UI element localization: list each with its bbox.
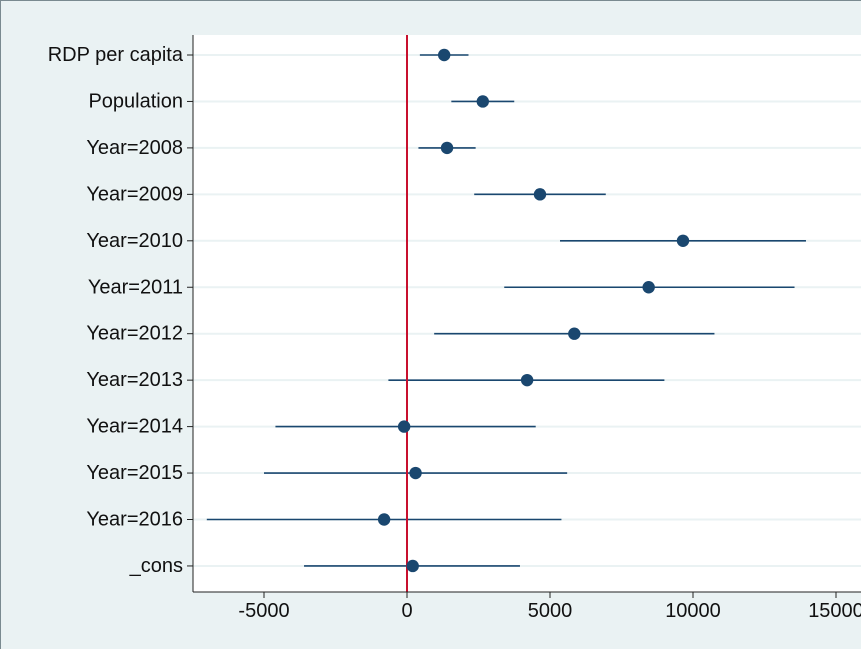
y-tick-label: Year=2013 [86,369,183,391]
y-tick-label: Year=2011 [88,276,183,298]
x-tick-label: 15000 [808,600,861,622]
point-marker [568,327,581,340]
x-tick-label: 10000 [665,600,721,622]
y-tick-label: Year=2016 [86,509,183,531]
point-marker [406,559,419,573]
y-axis: RDP per capita Population Year=2008 Year=20… [48,35,194,592]
y-tick-label: RDP per capita [48,44,184,66]
point-marker [437,48,451,62]
y-tick-label: _cons [129,555,183,577]
estimate-points [377,48,690,573]
x-axis: -5000 0 5000 10000 15000 [193,591,861,622]
point-marker [440,141,454,155]
point-marker [377,513,391,526]
point-marker [533,188,547,201]
point-marker [676,234,690,247]
y-tick-label: Population [88,90,183,112]
point-marker [642,281,655,294]
x-tick-label: 5000 [528,600,573,622]
point-marker [476,95,489,108]
plot-area [193,35,861,592]
point-marker [397,420,411,433]
y-tick-label: Year=2009 [86,183,183,205]
x-tick-label: 0 [401,600,412,622]
y-tick-label: Year=2015 [86,462,183,484]
y-tick-label: Year=2014 [86,416,183,438]
y-tick-label: Year=2012 [86,323,183,345]
point-marker [520,373,534,387]
point-marker [409,466,422,480]
y-tick-label: Year=2008 [86,137,183,159]
x-tick-label: -5000 [238,600,289,622]
y-tick-label: Year=2010 [86,230,183,252]
